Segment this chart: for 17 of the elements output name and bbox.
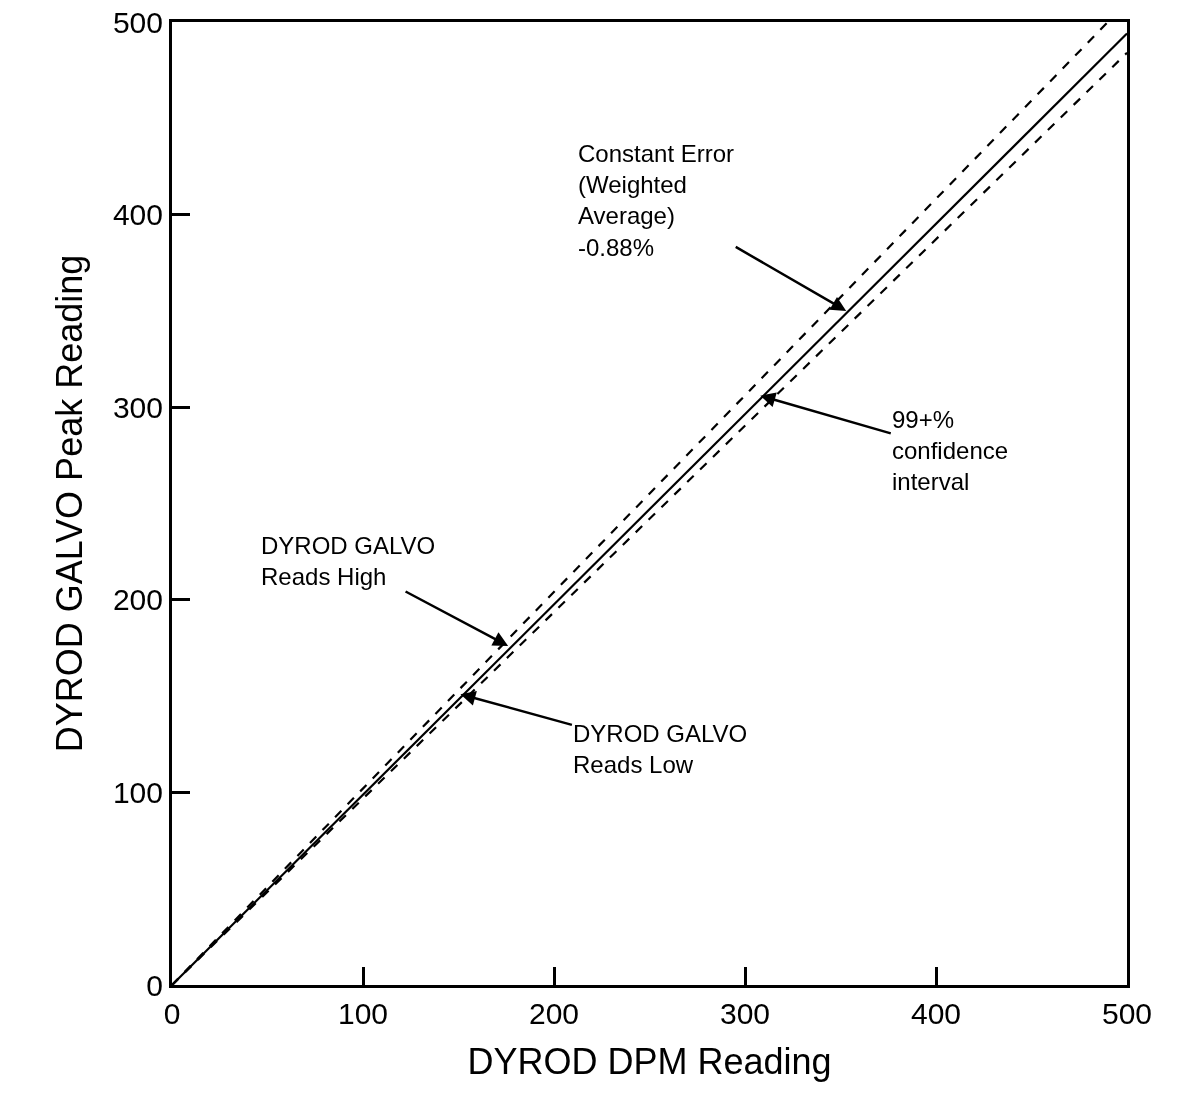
x-tick-label: 300 — [719, 997, 771, 1030]
annotation: DYROD GALVO Reads Low — [573, 720, 748, 779]
annotation: DYROD GALVO Reads High — [261, 532, 436, 591]
y-tick-label: 0 — [146, 968, 163, 1002]
y-axis-title: DYROD GALVO Peak Reading — [48, 254, 90, 753]
y-tick-label: 300 — [112, 390, 163, 424]
x-axis-title: DYROD DPM Reading — [467, 1040, 832, 1082]
x-tick-label: 200 — [528, 997, 580, 1030]
y-tick-label: 200 — [112, 583, 163, 617]
y-tick-label: 400 — [112, 198, 163, 232]
annotation: 99+% confidence interval — [892, 406, 1009, 496]
annotation: Constant Error (Weighted Average) -0.88% — [578, 140, 735, 261]
y-tick-label: 500 — [112, 5, 163, 39]
x-tick-label: 100 — [337, 997, 389, 1030]
x-tick-label: 400 — [910, 997, 962, 1030]
x-tick-label: 500 — [1101, 997, 1153, 1030]
y-tick-label: 100 — [112, 775, 163, 809]
